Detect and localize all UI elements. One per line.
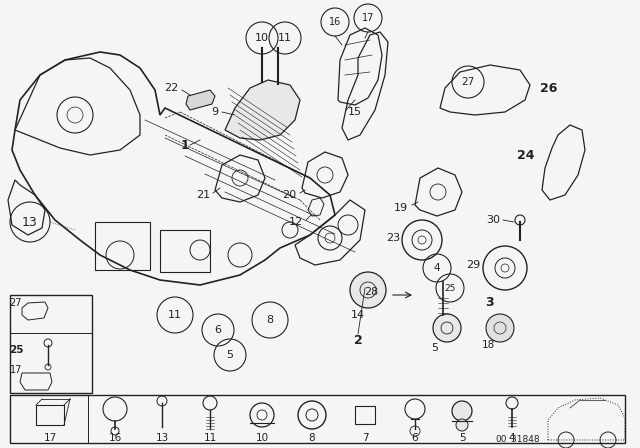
Text: 10: 10: [255, 33, 269, 43]
Text: 27: 27: [461, 77, 475, 87]
Text: 23: 23: [386, 233, 400, 243]
Text: 11: 11: [168, 310, 182, 320]
Text: 28: 28: [364, 287, 378, 297]
Text: 17: 17: [44, 433, 56, 443]
Text: 8: 8: [266, 315, 273, 325]
Text: 17: 17: [362, 13, 374, 23]
Text: 13: 13: [156, 433, 168, 443]
Text: 3: 3: [486, 296, 494, 309]
Text: 5: 5: [431, 343, 438, 353]
Text: 18: 18: [481, 340, 495, 350]
Text: 2: 2: [354, 333, 362, 346]
Circle shape: [456, 419, 468, 431]
Text: 11: 11: [278, 33, 292, 43]
Text: 6: 6: [412, 433, 419, 443]
Text: 14: 14: [351, 310, 365, 320]
Circle shape: [452, 401, 472, 421]
Text: 10: 10: [255, 433, 269, 443]
Text: 19: 19: [394, 203, 408, 213]
Text: 6: 6: [214, 325, 221, 335]
Text: 26: 26: [540, 82, 557, 95]
Text: 13: 13: [22, 215, 38, 228]
Text: 29: 29: [466, 260, 480, 270]
Text: 11: 11: [204, 433, 216, 443]
Text: 21: 21: [196, 190, 210, 200]
Text: 15: 15: [348, 107, 362, 117]
Polygon shape: [186, 90, 215, 110]
Text: 1: 1: [180, 138, 189, 151]
Text: 8: 8: [308, 433, 316, 443]
Text: 27: 27: [10, 298, 22, 308]
Text: 16: 16: [329, 17, 341, 27]
Text: 24: 24: [518, 148, 535, 161]
Circle shape: [486, 314, 514, 342]
Text: 16: 16: [108, 433, 122, 443]
Text: 4: 4: [509, 433, 515, 443]
Text: 00_31848: 00_31848: [495, 434, 540, 443]
Text: 17: 17: [10, 365, 22, 375]
Text: 5: 5: [459, 433, 465, 443]
Text: 5: 5: [227, 350, 234, 360]
Text: 30: 30: [486, 215, 500, 225]
Circle shape: [433, 314, 461, 342]
Polygon shape: [225, 80, 300, 140]
Text: 25: 25: [444, 284, 456, 293]
Text: 22: 22: [164, 83, 178, 93]
Text: 4: 4: [434, 263, 440, 273]
Text: 9: 9: [211, 107, 218, 117]
Text: 25: 25: [9, 345, 23, 355]
Text: 20: 20: [282, 190, 296, 200]
Circle shape: [350, 272, 386, 308]
Text: 12: 12: [289, 217, 303, 227]
Text: 7: 7: [362, 433, 368, 443]
